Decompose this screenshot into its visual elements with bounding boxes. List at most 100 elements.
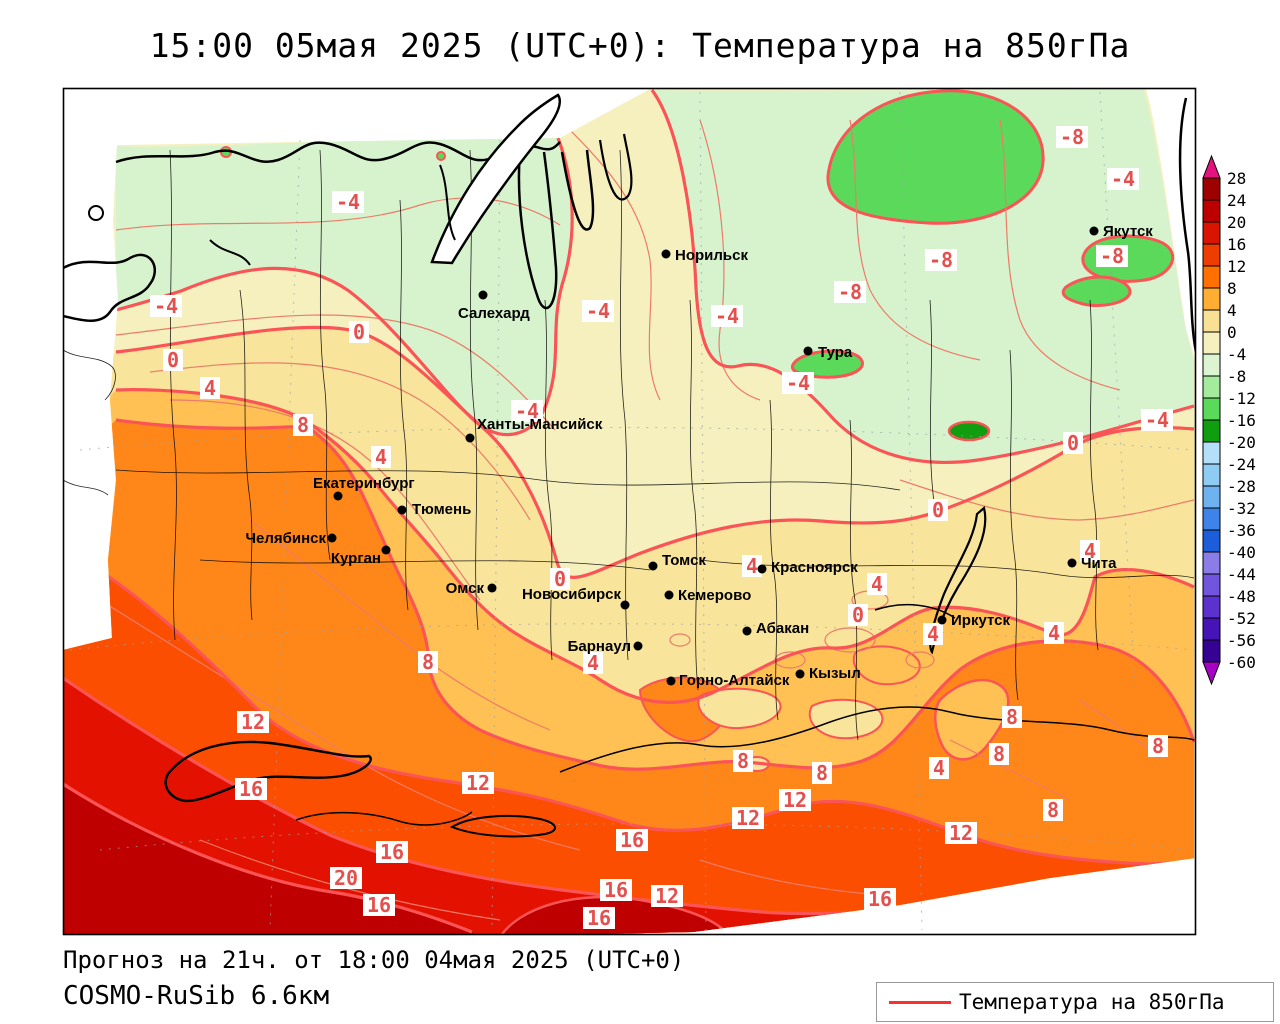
contour-value-label: 16 — [620, 828, 644, 852]
contour-value-label: 12 — [736, 806, 760, 830]
admin-borders — [63, 149, 1195, 741]
colorbar-cell — [1202, 595, 1221, 619]
contour-value-box — [200, 377, 220, 399]
contour-value-label: -4 — [515, 399, 539, 423]
contour-value-label: -8 — [1100, 244, 1124, 268]
city-label: Иркутск — [951, 612, 1010, 629]
contour-value-label: 12 — [783, 788, 807, 812]
legend-box: Температура на 850гПа — [876, 982, 1274, 1022]
coastlines — [63, 93, 1196, 838]
city-dot — [937, 615, 947, 625]
band-red — [63, 676, 1066, 935]
coast-detail — [439, 164, 456, 241]
contour-value-label: 0 — [1067, 431, 1079, 455]
contour-value-box — [583, 652, 603, 674]
contour-value-box — [1044, 622, 1064, 644]
taz-bay — [560, 149, 595, 231]
colorbar-tick-label: -8 — [1227, 367, 1246, 386]
colorbar-cell — [1202, 265, 1221, 289]
city-dot — [478, 290, 488, 300]
ob-bay — [517, 149, 558, 310]
contour-value-box — [418, 651, 438, 673]
city-label: Чита — [1081, 555, 1117, 572]
colorbar-tick-label: -40 — [1227, 543, 1256, 562]
contour-value-label: 8 — [297, 413, 309, 437]
contour-value-label: 8 — [816, 761, 828, 785]
colorbar-tick-label: -36 — [1227, 521, 1256, 540]
contour-value-label: 0 — [554, 567, 566, 591]
city-dot — [757, 564, 767, 574]
contour-value-box — [371, 446, 391, 468]
cold-patch-dark — [947, 420, 991, 442]
contour-value-label: 0 — [852, 603, 864, 627]
city-label: Горно-Алтайск — [679, 672, 790, 689]
colorbar-cell — [1202, 639, 1221, 663]
city-dot — [327, 533, 337, 543]
colorbar-cell — [1202, 243, 1221, 267]
colorbar-tick-label: 16 — [1227, 235, 1246, 254]
contour-value-label: 4 — [927, 622, 939, 646]
contour-value-box — [651, 885, 683, 907]
contour-value-label: 0 — [353, 320, 365, 344]
colorbar-tick-label: 12 — [1227, 257, 1246, 276]
contour-value-label: 4 — [933, 756, 945, 780]
contour-value-box — [732, 807, 764, 829]
contour-value-label: 16 — [380, 840, 404, 864]
contour-value-label: 12 — [655, 884, 679, 908]
contour-value-label: 8 — [1152, 734, 1164, 758]
city-dot — [661, 249, 671, 259]
white-sea-coast — [63, 253, 156, 322]
city-label: Салехард — [458, 305, 530, 322]
contour-value-label: 16 — [367, 893, 391, 917]
city-markers: Норильск Салехард Тура Якутск Ханты-Мансийск… — [245, 223, 1153, 689]
contour-value-label: -8 — [929, 248, 953, 272]
city-label: Челябинск — [245, 530, 326, 547]
band-dark-red — [63, 782, 482, 935]
graticule — [69, 91, 1195, 931]
forecast-info: Прогноз на 21ч. от 18:00 04мая 2025 (UTC… — [63, 946, 685, 974]
contour-value-label: -4 — [1145, 408, 1169, 432]
legend-label: Температура на 850гПа — [959, 990, 1225, 1014]
east-coast — [1178, 97, 1196, 353]
colorbar-tick-label: -60 — [1227, 653, 1256, 672]
colorbar-tick-label: 8 — [1227, 279, 1237, 298]
city-dot — [397, 505, 407, 515]
contour-value-label: -4 — [715, 304, 739, 328]
thin-contours — [99, 119, 1195, 921]
contour-value-label: -4 — [786, 371, 810, 395]
colorbar-cell — [1202, 551, 1221, 575]
contour-value-label: 4 — [375, 445, 387, 469]
contour-value-label: 0 — [932, 498, 944, 522]
colorbar-tick-label: -4 — [1227, 345, 1246, 364]
city-dot — [465, 433, 475, 443]
contour-value-box — [782, 372, 814, 394]
temperature-field — [63, 89, 1196, 935]
colorbar-cell — [1202, 419, 1221, 443]
contour-value-box — [376, 841, 408, 863]
contour-value-box — [864, 888, 896, 910]
contour-value-box — [742, 555, 762, 577]
contour-value-box — [235, 778, 267, 800]
contour-value-box — [733, 750, 753, 772]
contour-value-label: 4 — [871, 572, 883, 596]
contour-value-label: 12 — [241, 710, 265, 734]
colorbar-tick-label: 0 — [1227, 323, 1237, 342]
colorbar-overflow-top — [1202, 154, 1221, 179]
colorbar-cell — [1202, 617, 1221, 641]
contour-value-box — [237, 711, 269, 733]
contour-value-box — [330, 867, 362, 889]
mountain-spot — [808, 698, 884, 740]
contour-value-box — [711, 305, 743, 327]
contour-value-box — [1080, 540, 1100, 562]
city-label: Томск — [662, 552, 706, 569]
city-label: Кызыл — [809, 665, 861, 682]
contour-value-box — [867, 573, 887, 595]
contour-value-box — [150, 295, 182, 317]
contour-value-label: 20 — [334, 866, 358, 890]
colorbar-tick-label: -56 — [1227, 631, 1256, 650]
cold-patch — [436, 151, 446, 161]
colorbar-tick-label: -20 — [1227, 433, 1256, 452]
legend-line-sample — [889, 1000, 951, 1004]
contour-value-box — [600, 879, 632, 901]
contour-value-label: -4 — [1111, 167, 1135, 191]
